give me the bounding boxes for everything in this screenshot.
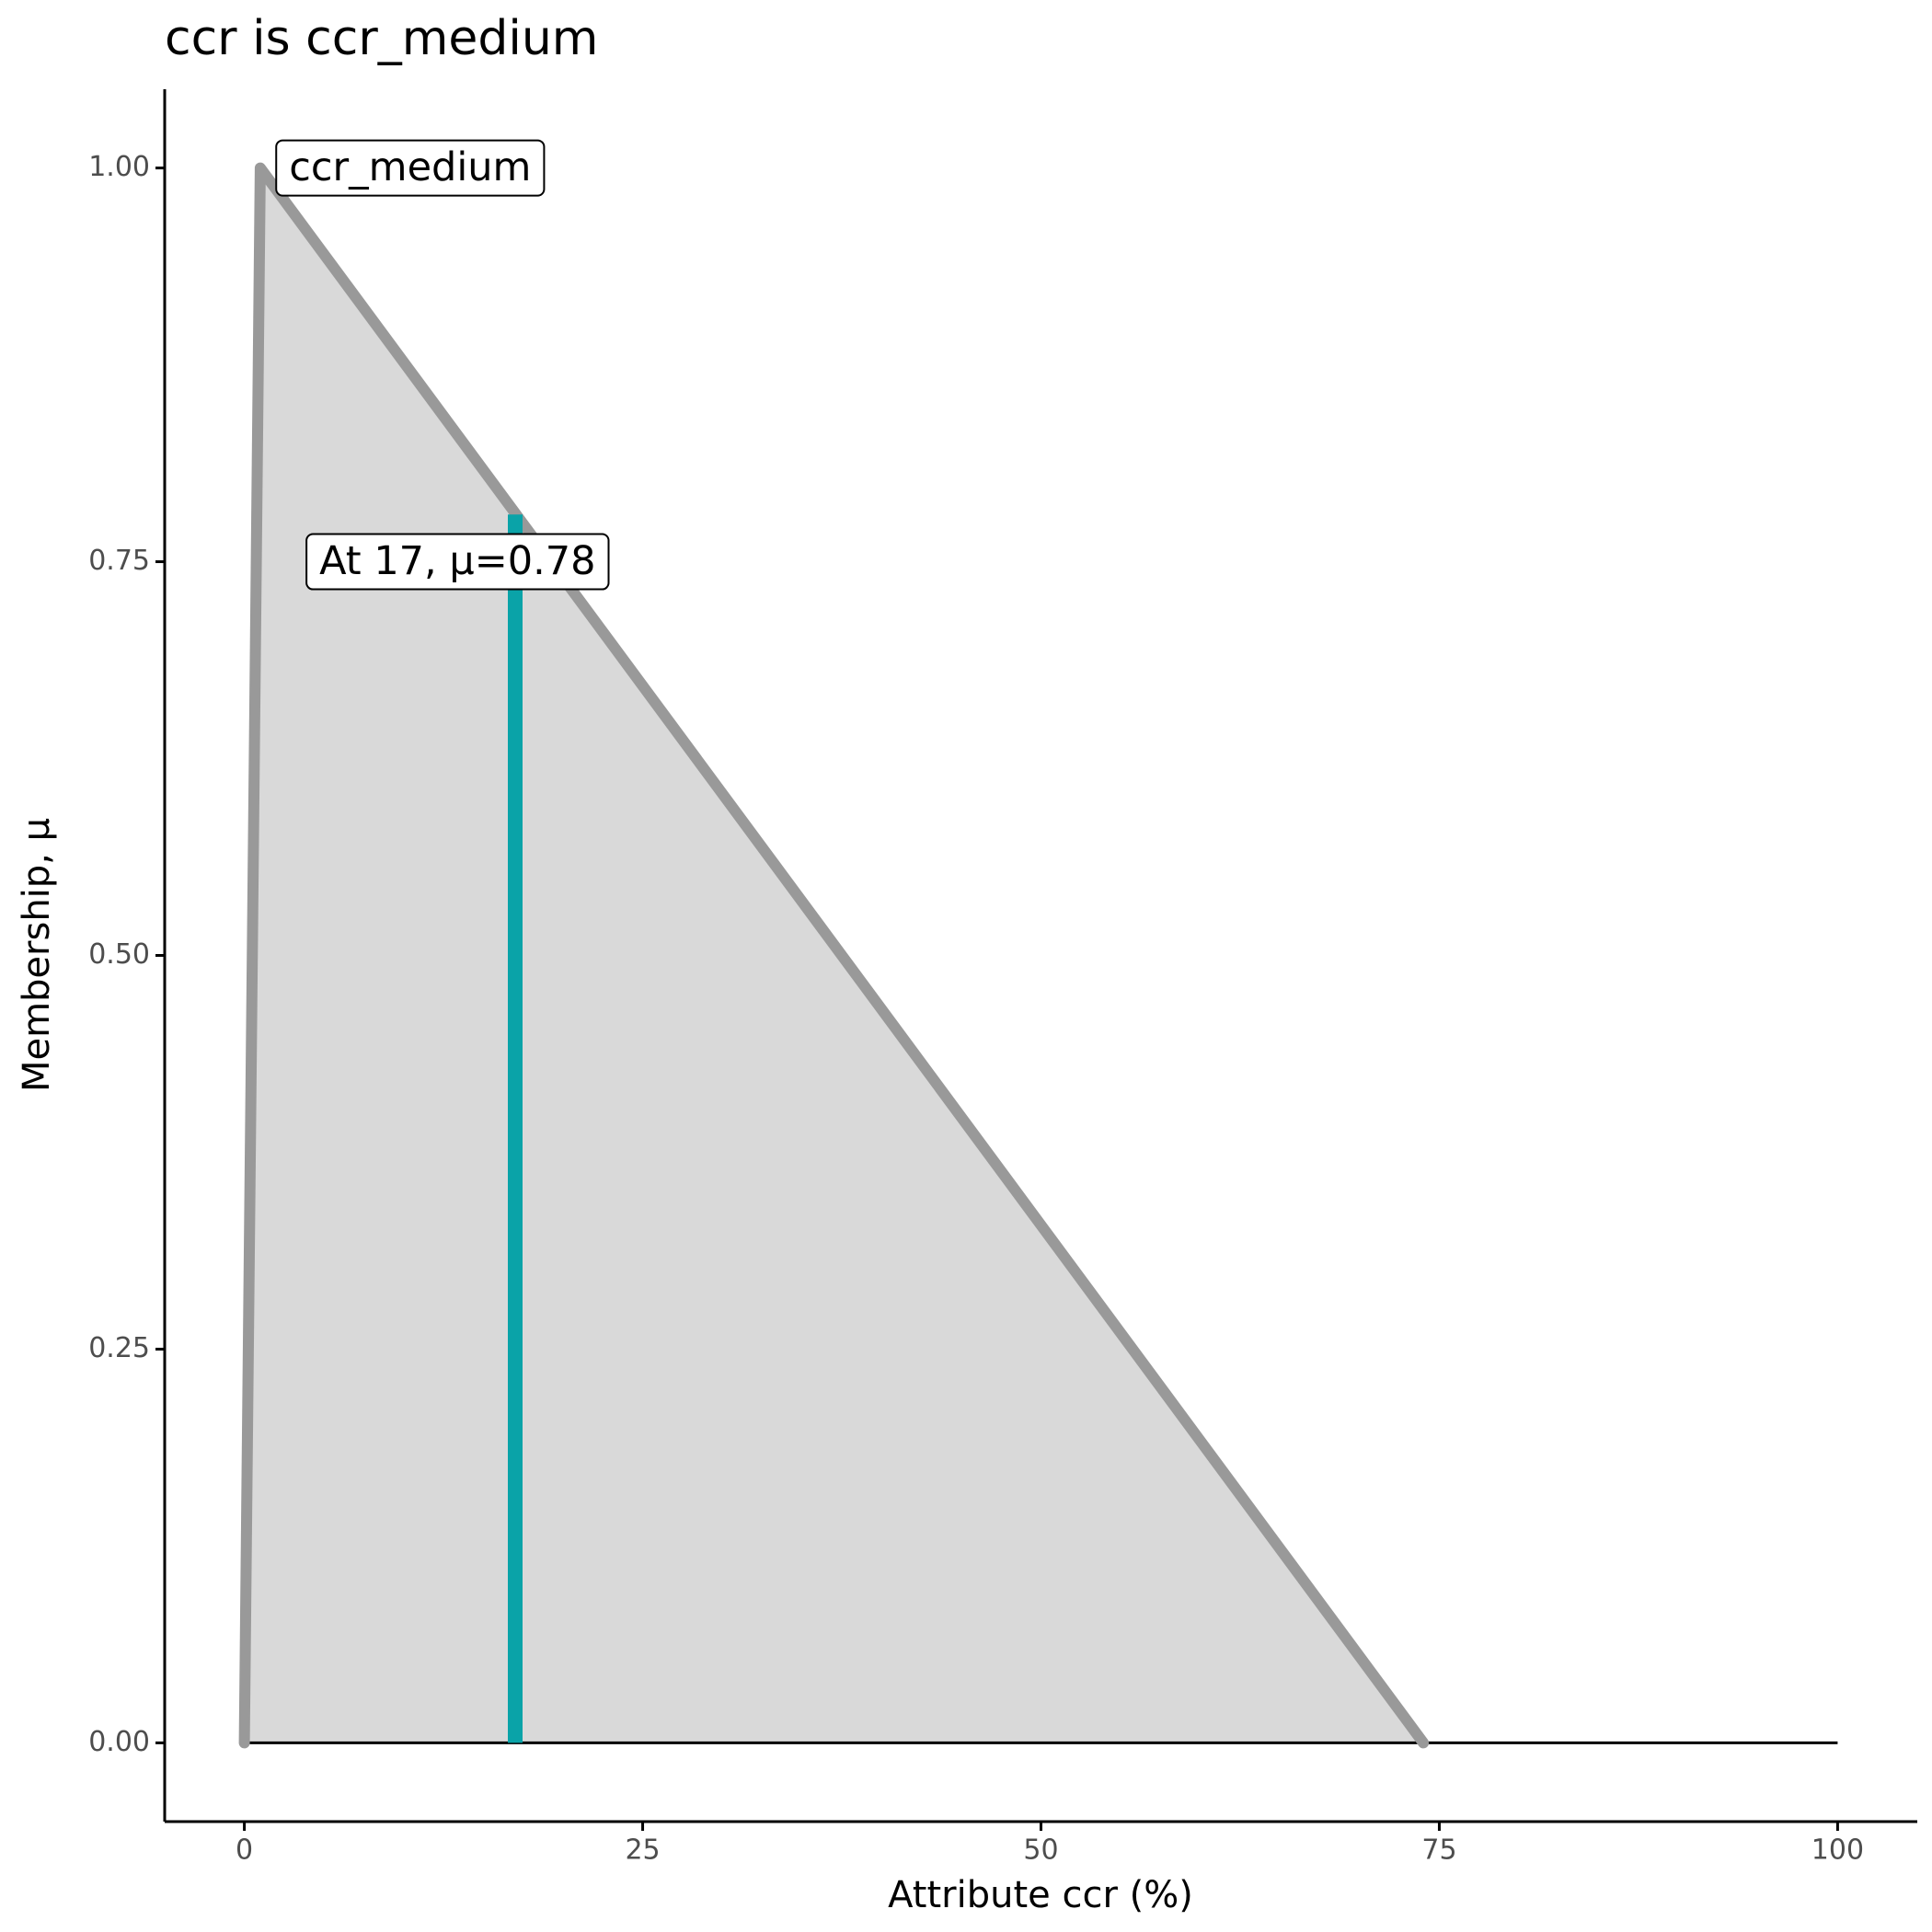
y-tick-label: 0.00	[88, 1726, 150, 1758]
x-tick-label: 75	[1421, 1834, 1456, 1867]
x-tick-label: 50	[1023, 1834, 1058, 1867]
y-tick-label: 1.00	[88, 151, 150, 183]
y-tick-label: 0.50	[88, 938, 150, 971]
annotation-box	[305, 533, 610, 591]
membership-line	[238, 162, 1430, 1749]
annotation-label: ccr_medium	[289, 144, 531, 190]
x-tick-label: 100	[1811, 1834, 1864, 1867]
x-axis-label: Attribute ccr (%)	[888, 1874, 1193, 1916]
annotation-label: At 17, μ=0.78	[319, 538, 595, 584]
x-tick-label: 25	[625, 1834, 660, 1867]
annotation-box	[275, 139, 546, 197]
x-tick-label: 0	[236, 1834, 253, 1867]
y-tick-label: 0.25	[88, 1332, 150, 1364]
chart-title: ccr is ccr_medium	[165, 11, 598, 66]
y-tick-label: 0.75	[88, 545, 150, 577]
y-axis-label: Membership, μ	[16, 818, 58, 1092]
